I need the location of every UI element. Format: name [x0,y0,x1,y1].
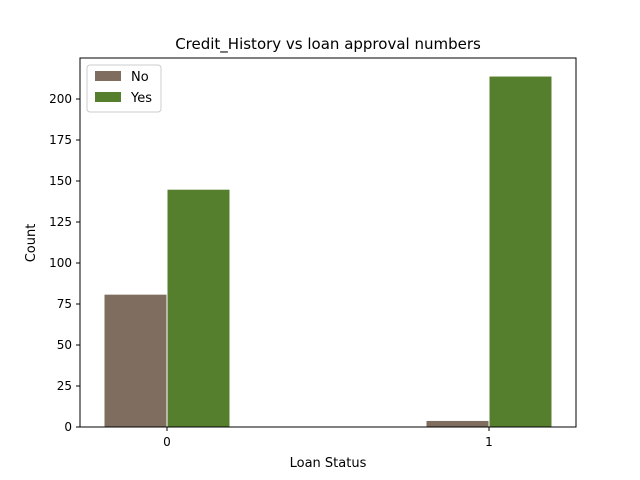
axes-frame [79,57,577,428]
legend-label-no: No [131,70,149,85]
x-axis-label: Loan Status [290,456,367,471]
y-axis-label: Count [24,224,39,263]
legend-swatch-yes [95,92,121,102]
bar-no-0 [103,293,168,428]
bar-no-1 [425,419,490,428]
y-tick-label: 50 [57,338,72,352]
legend-label-yes: Yes [130,91,152,106]
legend-swatch-no [95,71,121,81]
y-tick-label: 0 [64,420,72,434]
bar-yes-0 [166,188,231,428]
x-tick-label: 0 [163,435,171,449]
plot-area: 0 25 50 75 100 125 150 175 200 0 1 [49,57,577,449]
y-tick-label: 75 [57,297,72,311]
y-tick-label: 175 [49,133,72,147]
legend: No Yes [86,64,162,113]
y-tick-label: 25 [57,379,72,393]
chart-title: Credit_History vs loan approval numbers [175,35,481,54]
bar-yes-1 [488,75,553,428]
y-tick-label: 150 [49,174,72,188]
y-tick-label: 125 [49,215,72,229]
y-tick-label: 200 [49,92,72,106]
x-tick-label: 1 [485,435,493,449]
y-tick-label: 100 [49,256,72,270]
